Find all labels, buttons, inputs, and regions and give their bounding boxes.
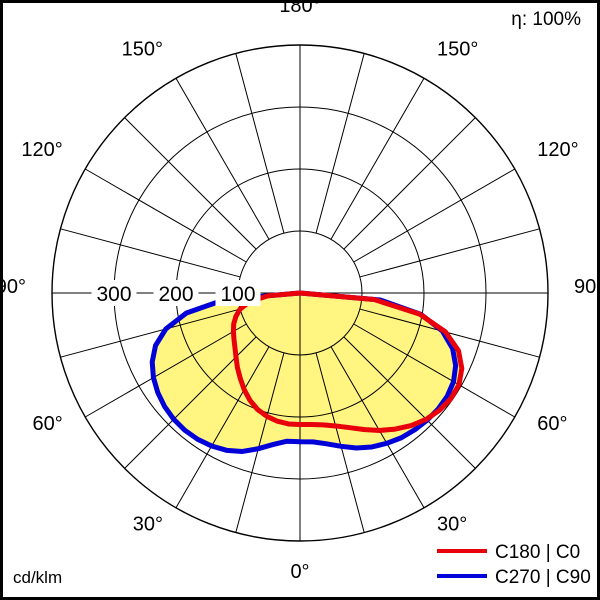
grid-spoke-150deg xyxy=(330,77,425,240)
grid-spoke-165deg xyxy=(315,53,365,234)
angle-label-0: 0° xyxy=(290,561,309,583)
grid-spoke--150deg xyxy=(175,77,270,240)
grid-spoke-60deg xyxy=(353,323,516,418)
grid-spoke-45deg xyxy=(343,336,476,469)
angle-label-left-90: 90° xyxy=(3,276,26,298)
grid-spoke-75deg xyxy=(359,308,540,358)
grid-spoke--30deg xyxy=(175,346,270,509)
grid-spoke-135deg xyxy=(343,117,476,250)
grid-spoke--165deg xyxy=(235,53,285,234)
polar-light-distribution-chart: 0° 30° 60° 90° 120° 150° 180° 150° 120° 90° 60° 30°… xyxy=(3,3,597,583)
radial-label-bg-200 xyxy=(153,280,199,306)
angle-label-right-60: 60° xyxy=(537,413,567,435)
angle-label-left-120: 120° xyxy=(21,139,62,161)
curve-c180-c0 xyxy=(230,290,465,433)
grid-spoke-30deg xyxy=(330,346,425,509)
distribution-fill xyxy=(152,293,462,452)
radial-labels: 300 200 100 xyxy=(91,280,261,306)
grid-spoke-105deg xyxy=(359,228,540,278)
grid-spoke--60deg xyxy=(84,323,247,418)
radial-label-bg-300 xyxy=(91,280,137,306)
angle-label-left-150: 150° xyxy=(122,39,163,61)
angle-label-180: 180° xyxy=(279,3,320,17)
grid-spoke--135deg xyxy=(124,117,257,250)
grid-spoke-120deg xyxy=(353,168,516,263)
radial-label-100: 100 xyxy=(220,283,255,306)
angle-label-right-120: 120° xyxy=(537,139,578,161)
angle-label-right-90: 90° xyxy=(574,276,597,298)
grid-spoke--105deg xyxy=(60,228,241,278)
radial-label-bg-100 xyxy=(215,280,261,306)
radial-label-200: 200 xyxy=(158,283,193,306)
angle-label-left-60: 60° xyxy=(32,413,62,435)
radial-label-300: 300 xyxy=(96,283,131,306)
grid-spoke-15deg xyxy=(315,352,365,533)
grid-spoke--120deg xyxy=(84,168,247,263)
angle-label-right-150: 150° xyxy=(437,39,478,61)
grid-spoke--15deg xyxy=(235,352,285,533)
angle-label-right-30: 30° xyxy=(437,513,467,535)
grid-spoke--75deg xyxy=(60,308,241,358)
curve-c270-c90 xyxy=(149,290,459,454)
angle-label-left-30: 30° xyxy=(133,513,163,535)
angle-labels: 0° 30° 60° 90° 120° 150° 180° 150° 120° 90° 60° 30° xyxy=(3,3,597,583)
